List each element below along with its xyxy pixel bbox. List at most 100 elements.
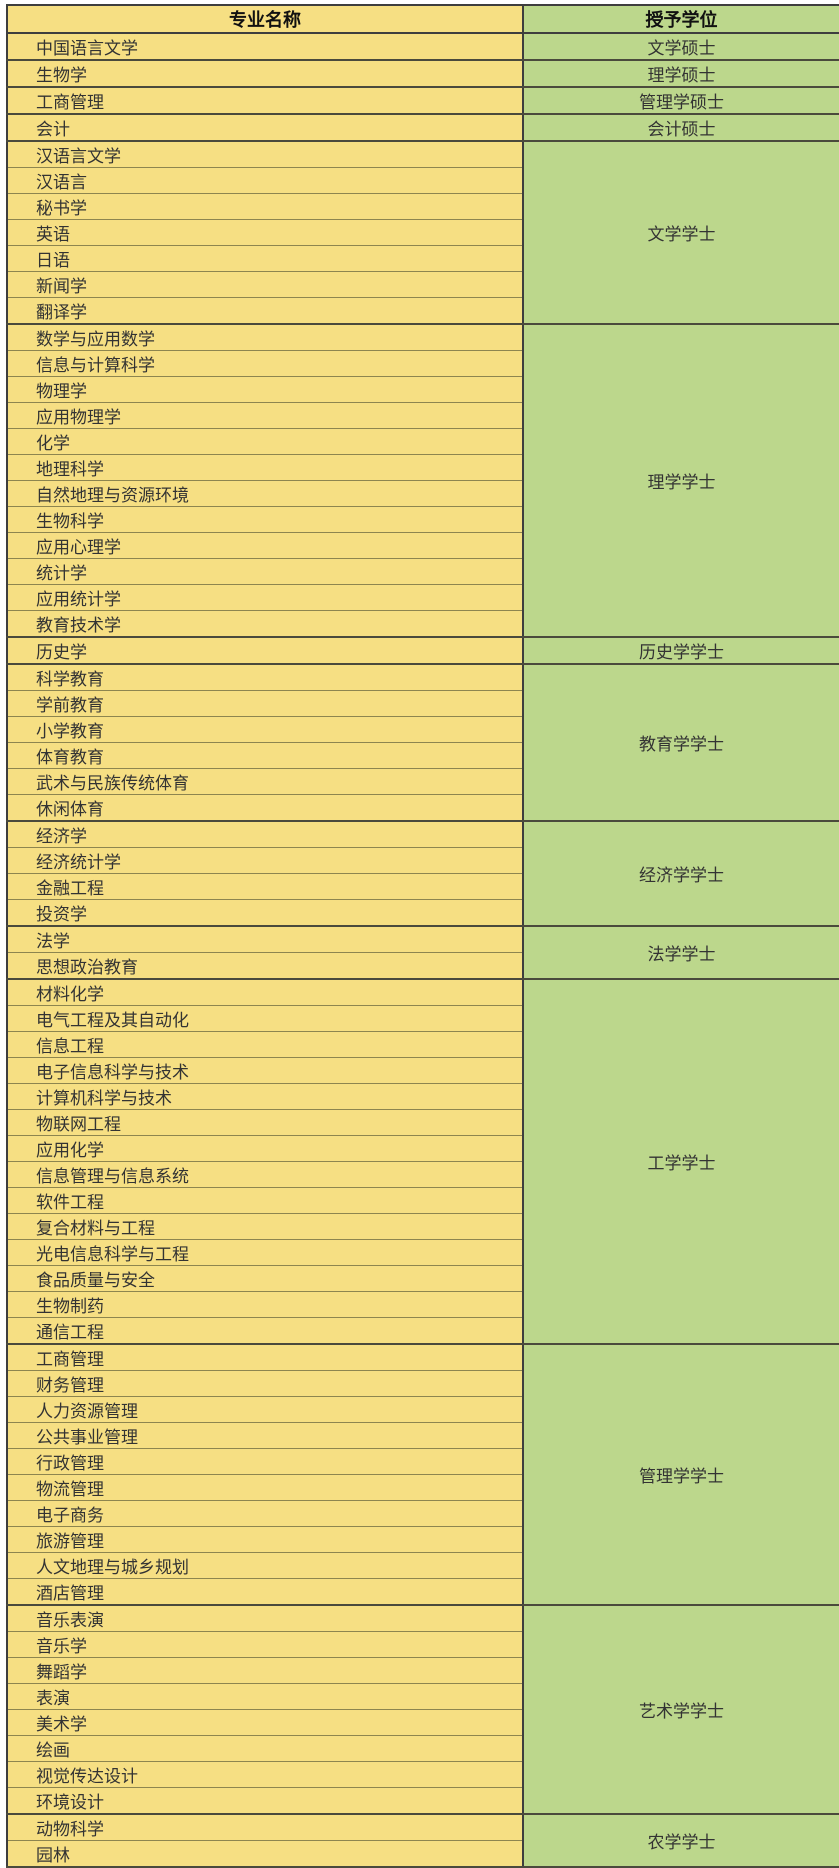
table-row: 科学教育 教育学学士 [7,664,839,822]
major-cell: 法学 [7,926,523,953]
table-row: 舞蹈学 [7,1657,839,1684]
table-row: 财务管理 [7,1370,839,1397]
major-cell: 人力资源管理 [7,1396,523,1423]
major-cell: 学前教育 [7,690,523,717]
major-cell: 音乐表演 [7,1605,523,1632]
table-row: 人力资源管理 [7,1396,839,1423]
major-cell: 体育教育 [7,742,523,769]
table-row: 食品质量与安全 [7,1265,839,1292]
table-row: 工商管理 管理学学士 [7,1344,839,1606]
header-row: 专业名称 授予学位 [7,5,839,34]
table-row: 应用物理学 [7,402,839,429]
table-row: 学前教育 [7,690,839,717]
degree-cell: 管理学硕士 [522,87,839,115]
major-cell: 信息工程 [7,1031,523,1058]
major-cell: 新闻学 [7,271,523,298]
major-cell: 视觉传达设计 [7,1761,523,1788]
major-cell: 通信工程 [7,1317,523,1345]
table-row: 生物制药 [7,1291,839,1318]
table-row: 应用统计学 [7,584,839,611]
major-cell: 园林 [7,1840,523,1868]
major-cell: 物流管理 [7,1474,523,1501]
major-cell: 日语 [7,245,523,272]
major-cell: 计算机科学与技术 [7,1083,523,1110]
major-cell: 金融工程 [7,873,523,900]
table-row: 信息工程 [7,1031,839,1058]
major-cell: 经济学 [7,821,523,848]
column-header-major: 专业名称 [7,5,523,34]
degree-cell: 文学学士 [522,141,839,325]
table-row: 会计 会计硕士 [7,114,839,142]
degree-cell: 理学学士 [522,324,839,638]
major-cell: 公共事业管理 [7,1422,523,1449]
major-degree-table: 专业名称 授予学位 中国语言文学 文学硕士 生物学 理学硕士 工商管理 管理学硕士 会计 会计… [6,4,839,1868]
major-cell: 表演 [7,1683,523,1710]
major-cell: 生物科学 [7,506,523,533]
table-row: 计算机科学与技术 [7,1083,839,1110]
degree-cell: 经济学学士 [522,821,839,927]
table-row: 动物科学 农学学士 [7,1814,839,1868]
table-row: 音乐表演 艺术学学士 [7,1605,839,1815]
major-cell: 教育技术学 [7,610,523,638]
table-row: 人文地理与城乡规划 [7,1552,839,1579]
table-row: 生物学 理学硕士 [7,60,839,88]
table-row: 信息与计算科学 [7,350,839,377]
table-row: 数学与应用数学 理学学士 [7,324,839,638]
major-cell: 生物学 [7,60,523,88]
major-cell: 秘书学 [7,193,523,220]
degree-cell: 工学学士 [522,979,839,1345]
table-row: 中国语言文学 文学硕士 [7,33,839,61]
table-row: 教育技术学 [7,610,839,638]
table-row: 物理学 [7,376,839,403]
major-cell: 舞蹈学 [7,1657,523,1684]
major-cell: 英语 [7,219,523,246]
degree-cell: 教育学学士 [522,664,839,822]
major-cell: 汉语言 [7,167,523,194]
table-row: 公共事业管理 [7,1422,839,1449]
major-cell: 信息管理与信息系统 [7,1161,523,1188]
table-row: 通信工程 [7,1317,839,1345]
major-cell: 工商管理 [7,1344,523,1371]
table-row: 翻译学 [7,297,839,325]
major-cell: 汉语言文学 [7,141,523,168]
major-cell: 投资学 [7,899,523,927]
table-row: 复合材料与工程 [7,1213,839,1240]
table-row: 统计学 [7,558,839,585]
table-row: 美术学 [7,1709,839,1736]
major-cell: 旅游管理 [7,1526,523,1553]
table-row: 信息管理与信息系统 [7,1161,839,1188]
major-cell: 信息与计算科学 [7,350,523,377]
major-cell: 应用心理学 [7,532,523,559]
major-cell: 自然地理与资源环境 [7,480,523,507]
major-cell: 历史学 [7,637,523,665]
major-cell: 绘画 [7,1735,523,1762]
major-cell: 光电信息科学与工程 [7,1239,523,1266]
table-body: 中国语言文学 文学硕士 生物学 理学硕士 工商管理 管理学硕士 会计 会计硕士 汉语言文学 文学学… [7,33,839,1868]
table-row: 日语 [7,245,839,272]
table-row: 物联网工程 [7,1109,839,1136]
major-cell: 应用物理学 [7,402,523,429]
major-cell: 人文地理与城乡规划 [7,1552,523,1579]
table-row: 新闻学 [7,271,839,298]
major-cell: 酒店管理 [7,1578,523,1606]
table-row: 自然地理与资源环境 [7,480,839,507]
major-cell: 工商管理 [7,87,523,115]
table-row: 英语 [7,219,839,246]
table-row: 生物科学 [7,506,839,533]
table-row: 休闲体育 [7,794,839,822]
major-cell: 翻译学 [7,297,523,325]
table-row: 物流管理 [7,1474,839,1501]
table-row: 酒店管理 [7,1578,839,1606]
major-cell: 软件工程 [7,1187,523,1214]
major-cell: 生物制药 [7,1291,523,1318]
major-cell: 科学教育 [7,664,523,691]
table-row: 汉语言文学 文学学士 [7,141,839,325]
table-row: 秘书学 [7,193,839,220]
degree-cell: 农学学士 [522,1814,839,1868]
major-cell: 物联网工程 [7,1109,523,1136]
degree-cell: 历史学学士 [522,637,839,665]
major-cell: 财务管理 [7,1370,523,1397]
table-row: 化学 [7,428,839,455]
major-cell: 经济统计学 [7,847,523,874]
major-cell: 行政管理 [7,1448,523,1475]
